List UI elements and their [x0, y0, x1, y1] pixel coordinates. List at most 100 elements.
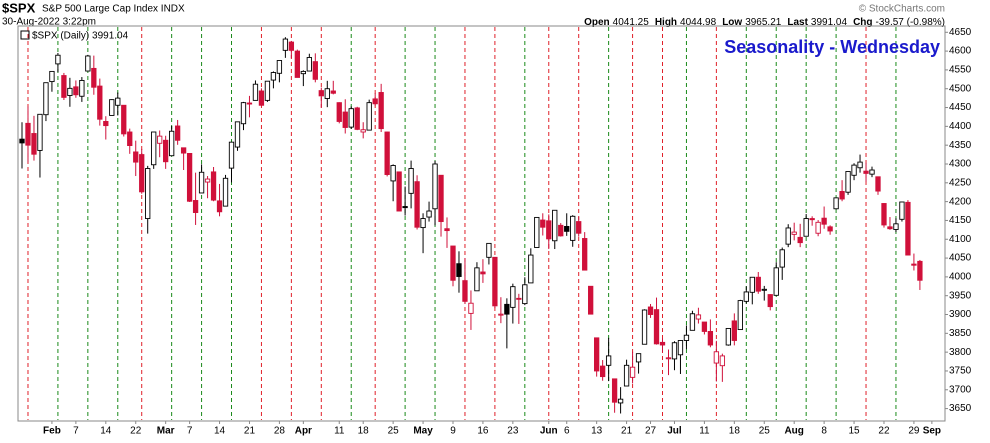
candle-body — [79, 79, 85, 97]
candle-body — [402, 206, 408, 209]
y-tick-label: 4550 — [949, 65, 972, 76]
candle-body — [611, 378, 618, 403]
candle-body — [576, 221, 582, 234]
candle-body — [857, 161, 863, 169]
candle-body — [701, 321, 708, 332]
candle-body — [198, 171, 205, 194]
quote-label: High — [655, 17, 677, 28]
candle-body — [456, 263, 462, 277]
candle-body — [318, 90, 324, 97]
x-tick-label: 7 — [73, 426, 79, 437]
candle-body — [276, 60, 283, 74]
candle-body — [408, 168, 414, 194]
x-tick-label: 25 — [759, 426, 771, 437]
candle-body — [444, 228, 450, 232]
candle-body — [582, 238, 588, 271]
axes: 3650 3700 3750 3800 3850 3900 3950 4000 4050 4100… — [43, 27, 972, 437]
candle-body — [767, 294, 773, 308]
candle-body — [635, 353, 642, 363]
x-tick-label: 21 — [621, 426, 633, 437]
candle-body — [103, 121, 109, 127]
candle-body — [366, 102, 372, 131]
x-tick-label: 13 — [591, 426, 603, 437]
candle-body — [37, 113, 43, 151]
x-tick-label: May — [413, 426, 433, 437]
x-tick-label: 15 — [848, 426, 860, 437]
candle-body — [881, 203, 887, 226]
candle-body — [809, 218, 815, 221]
candle-body — [97, 85, 103, 120]
candle-body — [67, 87, 73, 96]
candle-body — [917, 260, 923, 281]
x-tick-label: Aug — [784, 426, 803, 437]
x-tick-label: 25 — [388, 426, 400, 437]
candle-body — [288, 41, 295, 51]
candle-body — [564, 226, 570, 232]
candle-body — [773, 267, 779, 296]
candle-body — [216, 200, 223, 213]
y-tick-label: 3800 — [949, 347, 972, 358]
candle-body — [821, 217, 827, 225]
quote: Open 4041.25 High 4044.98 Low 3965.21 Last 3991… — [584, 17, 945, 28]
x-tick-label: 22 — [130, 426, 142, 437]
x-tick-label: 14 — [100, 426, 112, 437]
x-tick-label: 16 — [477, 426, 489, 437]
symbol-name: S&P 500 Large Cap Index INDX — [42, 4, 185, 15]
candle-body — [420, 218, 426, 229]
candle-body — [25, 122, 31, 146]
x-tick-label: 21 — [244, 426, 256, 437]
candle-body — [899, 201, 905, 220]
candle-body — [516, 297, 522, 300]
candle-body — [330, 90, 336, 94]
candle-body — [294, 50, 301, 78]
candle-body — [121, 104, 127, 135]
candle-body — [109, 99, 115, 116]
candle-body — [833, 197, 839, 210]
x-tick-label: Jun — [540, 426, 558, 437]
candle-body — [174, 125, 181, 141]
candle-body — [689, 313, 696, 331]
candle-body — [911, 263, 917, 266]
candle-body — [779, 249, 785, 268]
chart-title: Seasonality - Wednesday — [724, 37, 940, 57]
candle-body — [498, 313, 504, 316]
candle-body — [145, 168, 151, 220]
candle-body — [617, 398, 624, 404]
x-tick-label: 14 — [214, 426, 226, 437]
quote-label: Open — [584, 17, 610, 28]
candle-body — [43, 82, 49, 116]
y-tick-label: 4250 — [949, 177, 972, 188]
legend-icon — [20, 30, 30, 40]
quote-value: 3965.21 — [745, 17, 782, 28]
candle-body — [163, 139, 169, 163]
candle-body — [839, 191, 845, 200]
candle-body — [755, 276, 761, 292]
candle-body — [133, 151, 139, 163]
timestamp: 30-Aug-2022 3:22pm — [2, 17, 96, 28]
y-tick-label: 3650 — [949, 403, 972, 414]
candle-body — [522, 284, 528, 305]
legend-entry: $SPX (Daily) 3991.04 — [32, 31, 129, 42]
candle-body — [743, 291, 749, 302]
candle-body — [204, 178, 211, 183]
candle-body — [450, 245, 456, 281]
candle-body — [797, 236, 803, 244]
x-tick-label: 22 — [878, 426, 890, 437]
candle-body — [791, 231, 797, 235]
y-tick-label: 4100 — [949, 234, 972, 245]
y-tick-label: 4650 — [949, 27, 972, 38]
candle-body — [139, 154, 145, 193]
y-tick-label: 3950 — [949, 290, 972, 301]
y-tick-label: 4300 — [949, 159, 972, 170]
candles — [19, 37, 923, 414]
candle-body — [414, 181, 420, 228]
quote-value: 3991.04 — [811, 17, 848, 28]
y-tick-label: 3750 — [949, 366, 972, 377]
candle-body — [486, 242, 492, 258]
candle-body — [653, 309, 660, 345]
candle-body — [462, 280, 468, 302]
candle-body — [306, 57, 312, 72]
candle-body — [168, 130, 175, 157]
candle-body — [599, 365, 606, 378]
candle-body — [234, 121, 241, 148]
